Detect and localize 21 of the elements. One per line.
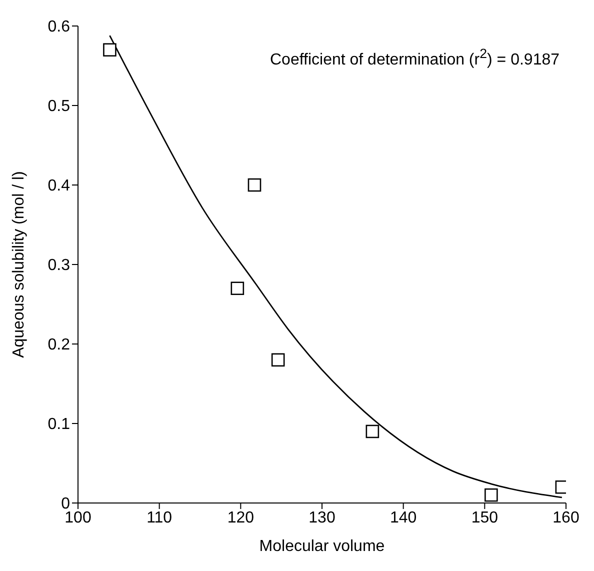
y-tick-label: 0.3	[48, 257, 70, 274]
point	[248, 178, 262, 192]
point	[271, 353, 285, 367]
x-tick-label: 130	[308, 509, 336, 526]
y-tick-label: 0.2	[48, 336, 70, 354]
y-tick-label: 0.5	[48, 98, 70, 116]
y-tick-label: 0.1	[48, 416, 70, 434]
point	[230, 282, 244, 295]
y-tick-label: 0.4	[48, 178, 70, 195]
x-tick-label: 140	[390, 509, 417, 526]
y-axis-title: Aqueous solubility (mol / l)	[10, 171, 28, 358]
y-tick-label: 0.6	[48, 18, 70, 36]
point	[103, 43, 116, 56]
x-tick-label: 110	[146, 509, 172, 526]
x-tick-label: 120	[227, 509, 254, 526]
annotation: Coefficient of determination (r$^{2}$) = 0.9187	[270, 46, 560, 70]
x-axis-title: Molecular volume	[259, 538, 385, 555]
point	[366, 424, 380, 438]
x-tick-label: 160	[552, 509, 580, 526]
point	[484, 488, 498, 502]
x-tick-label: 150	[471, 509, 498, 526]
